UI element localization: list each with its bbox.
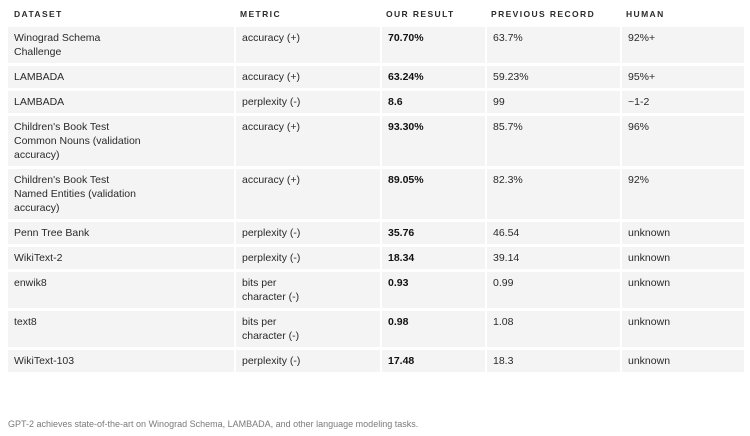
table-row: Penn Tree Bank perplexity (-) 35.76 46.5… bbox=[8, 222, 744, 244]
cell-human: 92% bbox=[620, 169, 744, 219]
cell-dataset: enwik8 bbox=[8, 272, 234, 308]
header-our-result: OUR RESULT bbox=[386, 9, 455, 19]
table-row: LAMBADA perplexity (-) 8.6 99 ~1-2 bbox=[8, 91, 744, 113]
cell-human: unknown bbox=[620, 247, 744, 269]
table-row: WikiText-103 perplexity (-) 17.48 18.3 u… bbox=[8, 350, 744, 372]
cell-previous-record: 59.23% bbox=[485, 66, 620, 88]
cell-metric: perplexity (-) bbox=[234, 91, 380, 113]
cell-previous-record: 18.3 bbox=[485, 350, 620, 372]
results-table-container: DATASET METRIC OUR RESULT PREVIOUS RECOR… bbox=[8, 0, 744, 375]
header-metric: METRIC bbox=[240, 9, 281, 19]
cell-our-result: 63.24% bbox=[380, 66, 485, 88]
cell-metric: accuracy (+) bbox=[234, 169, 380, 219]
cell-our-result: 0.93 bbox=[380, 272, 485, 308]
cell-previous-record: 63.7% bbox=[485, 27, 620, 63]
cell-human: 96% bbox=[620, 116, 744, 166]
cell-human: ~1-2 bbox=[620, 91, 744, 113]
cell-metric: accuracy (+) bbox=[234, 116, 380, 166]
cell-human: 95%+ bbox=[620, 66, 744, 88]
cell-previous-record: 39.14 bbox=[485, 247, 620, 269]
cell-human: 92%+ bbox=[620, 27, 744, 63]
table-row: WikiText-2 perplexity (-) 18.34 39.14 un… bbox=[8, 247, 744, 269]
table-caption: GPT-2 achieves state-of-the-art on Winog… bbox=[8, 419, 419, 429]
cell-human: unknown bbox=[620, 222, 744, 244]
header-previous-record: PREVIOUS RECORD bbox=[491, 9, 596, 19]
cell-dataset: Winograd Schema Challenge bbox=[8, 27, 234, 63]
header-human: HUMAN bbox=[626, 9, 665, 19]
cell-metric: perplexity (-) bbox=[234, 222, 380, 244]
cell-human: unknown bbox=[620, 272, 744, 308]
cell-metric: bits per character (-) bbox=[234, 311, 380, 347]
cell-previous-record: 99 bbox=[485, 91, 620, 113]
results-table: DATASET METRIC OUR RESULT PREVIOUS RECOR… bbox=[8, 0, 744, 375]
cell-dataset: LAMBADA bbox=[8, 66, 234, 88]
cell-dataset: Children's Book Test Common Nouns (valid… bbox=[8, 116, 234, 166]
cell-previous-record: 0.99 bbox=[485, 272, 620, 308]
table-row: enwik8 bits per character (-) 0.93 0.99 … bbox=[8, 272, 744, 308]
cell-metric: bits per character (-) bbox=[234, 272, 380, 308]
cell-previous-record: 82.3% bbox=[485, 169, 620, 219]
cell-our-result: 8.6 bbox=[380, 91, 485, 113]
cell-our-result: 17.48 bbox=[380, 350, 485, 372]
cell-our-result: 0.98 bbox=[380, 311, 485, 347]
cell-metric: perplexity (-) bbox=[234, 247, 380, 269]
cell-our-result: 35.76 bbox=[380, 222, 485, 244]
cell-previous-record: 46.54 bbox=[485, 222, 620, 244]
table-row: Winograd Schema Challenge accuracy (+) 7… bbox=[8, 27, 744, 63]
cell-our-result: 18.34 bbox=[380, 247, 485, 269]
cell-dataset: Penn Tree Bank bbox=[8, 222, 234, 244]
cell-human: unknown bbox=[620, 311, 744, 347]
cell-our-result: 93.30% bbox=[380, 116, 485, 166]
table-row: text8 bits per character (-) 0.98 1.08 u… bbox=[8, 311, 744, 347]
cell-dataset: text8 bbox=[8, 311, 234, 347]
cell-dataset: WikiText-2 bbox=[8, 247, 234, 269]
table-header: DATASET METRIC OUR RESULT PREVIOUS RECOR… bbox=[8, 3, 744, 24]
cell-previous-record: 85.7% bbox=[485, 116, 620, 166]
cell-metric: accuracy (+) bbox=[234, 27, 380, 63]
cell-dataset: LAMBADA bbox=[8, 91, 234, 113]
table-row: LAMBADA accuracy (+) 63.24% 59.23% 95%+ bbox=[8, 66, 744, 88]
header-dataset: DATASET bbox=[14, 9, 63, 19]
cell-dataset: WikiText-103 bbox=[8, 350, 234, 372]
table-body: Winograd Schema Challenge accuracy (+) 7… bbox=[8, 27, 744, 372]
cell-our-result: 89.05% bbox=[380, 169, 485, 219]
header-row: DATASET METRIC OUR RESULT PREVIOUS RECOR… bbox=[8, 3, 744, 24]
cell-previous-record: 1.08 bbox=[485, 311, 620, 347]
cell-human: unknown bbox=[620, 350, 744, 372]
cell-metric: accuracy (+) bbox=[234, 66, 380, 88]
table-row: Children's Book Test Common Nouns (valid… bbox=[8, 116, 744, 166]
cell-dataset: Children's Book Test Named Entities (val… bbox=[8, 169, 234, 219]
cell-our-result: 70.70% bbox=[380, 27, 485, 63]
cell-metric: perplexity (-) bbox=[234, 350, 380, 372]
table-row: Children's Book Test Named Entities (val… bbox=[8, 169, 744, 219]
